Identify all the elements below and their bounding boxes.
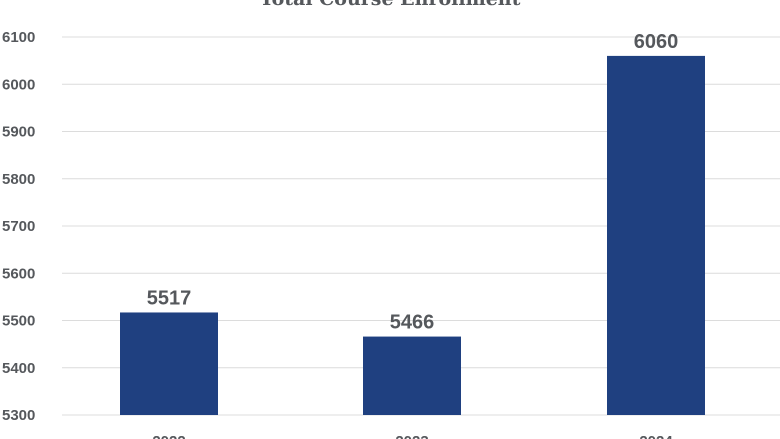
- bar: [120, 312, 218, 415]
- y-axis-tick-labels: 5300 5400 5500 5600 5700 5800 5900 6000 6100: [2, 29, 35, 424]
- bars: [120, 55, 705, 416]
- data-labels: 5517 5466 6060: [147, 31, 679, 334]
- x-category-label: 2022: [152, 433, 185, 439]
- x-axis-category-labels: 2022 2023 2024: [152, 433, 673, 439]
- y-tick-label: 5800: [2, 171, 35, 188]
- x-category-label: 2023: [395, 433, 428, 439]
- data-label: 5517: [147, 287, 192, 309]
- y-tick-label: 5700: [2, 218, 35, 235]
- data-label: 5466: [390, 312, 435, 334]
- chart-title: Total Course Enrollment: [260, 0, 521, 10]
- y-tick-label: 5300: [2, 407, 35, 424]
- bar: [607, 55, 705, 416]
- y-tick-label: 5500: [2, 313, 35, 330]
- y-tick-label: 6100: [2, 29, 35, 46]
- y-tick-label: 6000: [2, 76, 35, 93]
- y-tick-label: 5900: [2, 124, 35, 141]
- y-tick-label: 5400: [2, 360, 35, 377]
- bar: [363, 336, 461, 415]
- y-tick-label: 5600: [2, 265, 35, 282]
- data-label: 6060: [634, 31, 679, 53]
- x-category-label: 2024: [639, 433, 673, 439]
